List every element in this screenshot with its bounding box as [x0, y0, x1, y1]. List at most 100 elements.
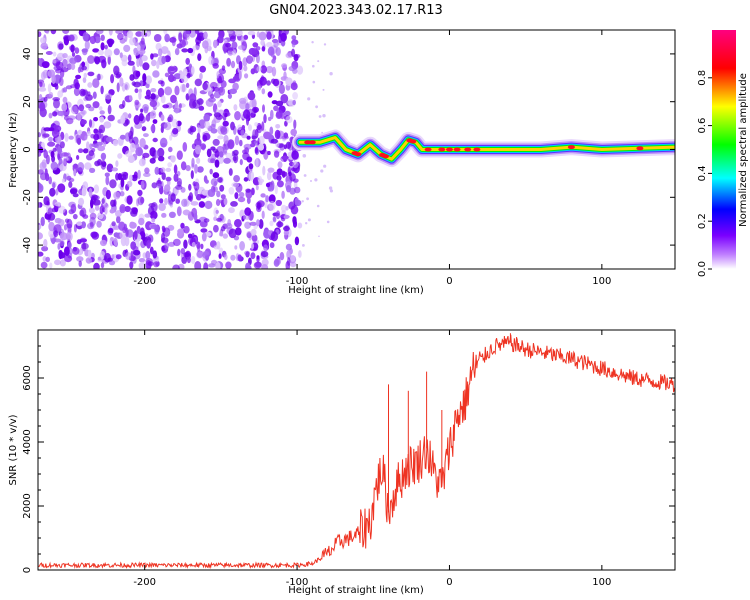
noise-speckle — [291, 167, 298, 172]
noise-speckle — [46, 200, 50, 206]
noise-speckle — [271, 58, 276, 64]
noise-speckle — [227, 93, 232, 99]
noise-speckle — [129, 222, 137, 229]
noise-speckle — [93, 262, 100, 269]
noise-speckle — [57, 183, 66, 193]
noise-speckle — [175, 184, 183, 190]
noise-dot — [317, 60, 320, 63]
noise-speckle — [258, 219, 264, 229]
noise-speckle — [177, 177, 182, 187]
noise-speckle — [267, 167, 275, 173]
noise-speckle — [199, 72, 203, 80]
noise-speckle — [64, 255, 73, 263]
noise-speckle — [244, 221, 252, 229]
noise-speckle — [159, 137, 168, 148]
noise-speckle — [69, 57, 77, 65]
noise-speckle — [256, 219, 260, 227]
noise-speckle — [199, 166, 204, 172]
noise-speckle — [105, 136, 113, 143]
noise-dot — [306, 197, 309, 201]
noise-speckle — [129, 37, 136, 46]
noise-speckle — [191, 66, 195, 75]
noise-dot — [321, 131, 323, 134]
noise-speckle — [127, 60, 135, 66]
noise-speckle — [164, 33, 170, 43]
noise-speckle — [92, 101, 100, 109]
noise-speckle — [99, 239, 107, 247]
noise-speckle — [285, 52, 293, 59]
noise-speckle — [45, 30, 50, 35]
noise-speckle — [77, 148, 84, 153]
noise-speckle — [225, 152, 232, 159]
noise-speckle — [273, 150, 280, 158]
noise-speckle — [256, 255, 260, 263]
ridge-peak — [438, 147, 446, 152]
noise-speckle — [38, 152, 42, 157]
noise-speckle — [208, 263, 216, 268]
noise-speckle — [97, 128, 103, 133]
noise-speckle — [59, 259, 66, 267]
noise-speckle — [243, 177, 249, 182]
noise-speckle — [94, 36, 101, 44]
noise-dot — [314, 178, 318, 182]
noise-speckle — [271, 66, 277, 77]
noise-speckle — [279, 252, 285, 261]
noise-speckle — [265, 195, 269, 203]
noise-speckle — [72, 193, 79, 198]
noise-speckle — [161, 212, 167, 218]
noise-speckle — [135, 70, 141, 78]
noise-speckle — [207, 189, 216, 197]
noise-speckle — [100, 160, 107, 170]
colorbar-tick-label: 0.4 — [697, 165, 708, 181]
noise-speckle — [229, 35, 236, 42]
noise-speckle — [210, 81, 218, 89]
noise-speckle — [82, 214, 89, 219]
noise-speckle — [75, 134, 81, 144]
noise-speckle — [144, 213, 151, 218]
noise-speckle — [294, 236, 300, 246]
noise-speckle — [42, 133, 50, 138]
noise-speckle — [77, 162, 85, 172]
noise-speckle — [39, 161, 47, 171]
noise-speckle — [145, 114, 151, 122]
noise-speckle — [283, 229, 290, 236]
noise-speckle — [169, 134, 173, 141]
noise-speckle — [47, 207, 53, 217]
noise-speckle — [40, 71, 46, 81]
snr-ylabel: SNR (10 * v/v) — [8, 414, 19, 485]
noise-speckle — [144, 95, 151, 100]
noise-speckle — [119, 77, 124, 87]
noise-speckle — [79, 209, 85, 217]
noise-speckle — [140, 37, 145, 45]
noise-speckle — [45, 256, 50, 263]
noise-speckle — [194, 138, 202, 148]
noise-speckle — [68, 34, 75, 42]
x-tick-label: -100 — [286, 577, 309, 588]
noise-speckle — [92, 78, 100, 88]
noise-dot — [307, 218, 311, 222]
noise-speckle — [81, 110, 87, 115]
ridge-peak — [409, 139, 417, 144]
noise-speckle — [284, 110, 291, 117]
noise-speckle — [130, 250, 134, 261]
noise-speckle — [186, 256, 191, 264]
noise-speckle — [76, 256, 84, 262]
noise-speckle — [293, 119, 297, 130]
noise-speckle — [88, 188, 93, 198]
noise-speckle — [285, 243, 292, 251]
x-tick-label: 0 — [446, 577, 452, 588]
noise-speckle — [38, 169, 44, 175]
noise-speckle — [150, 124, 155, 132]
noise-speckle — [38, 202, 41, 208]
noise-speckle — [204, 121, 211, 129]
noise-speckle — [261, 210, 265, 219]
noise-speckle — [119, 52, 123, 59]
noise-speckle — [225, 42, 232, 48]
noise-speckle — [62, 53, 68, 59]
noise-dot — [312, 80, 316, 84]
noise-speckle — [258, 135, 265, 145]
noise-speckle — [104, 172, 110, 178]
noise-speckle — [227, 46, 234, 52]
noise-speckle — [147, 261, 154, 267]
noise-speckle — [93, 128, 99, 134]
